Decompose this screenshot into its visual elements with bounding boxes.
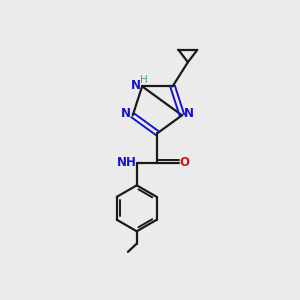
Text: H: H bbox=[140, 75, 148, 85]
Text: O: O bbox=[180, 156, 190, 169]
Text: N: N bbox=[131, 79, 141, 92]
Text: N: N bbox=[121, 107, 131, 120]
Text: NH: NH bbox=[116, 156, 136, 169]
Text: N: N bbox=[184, 107, 194, 120]
